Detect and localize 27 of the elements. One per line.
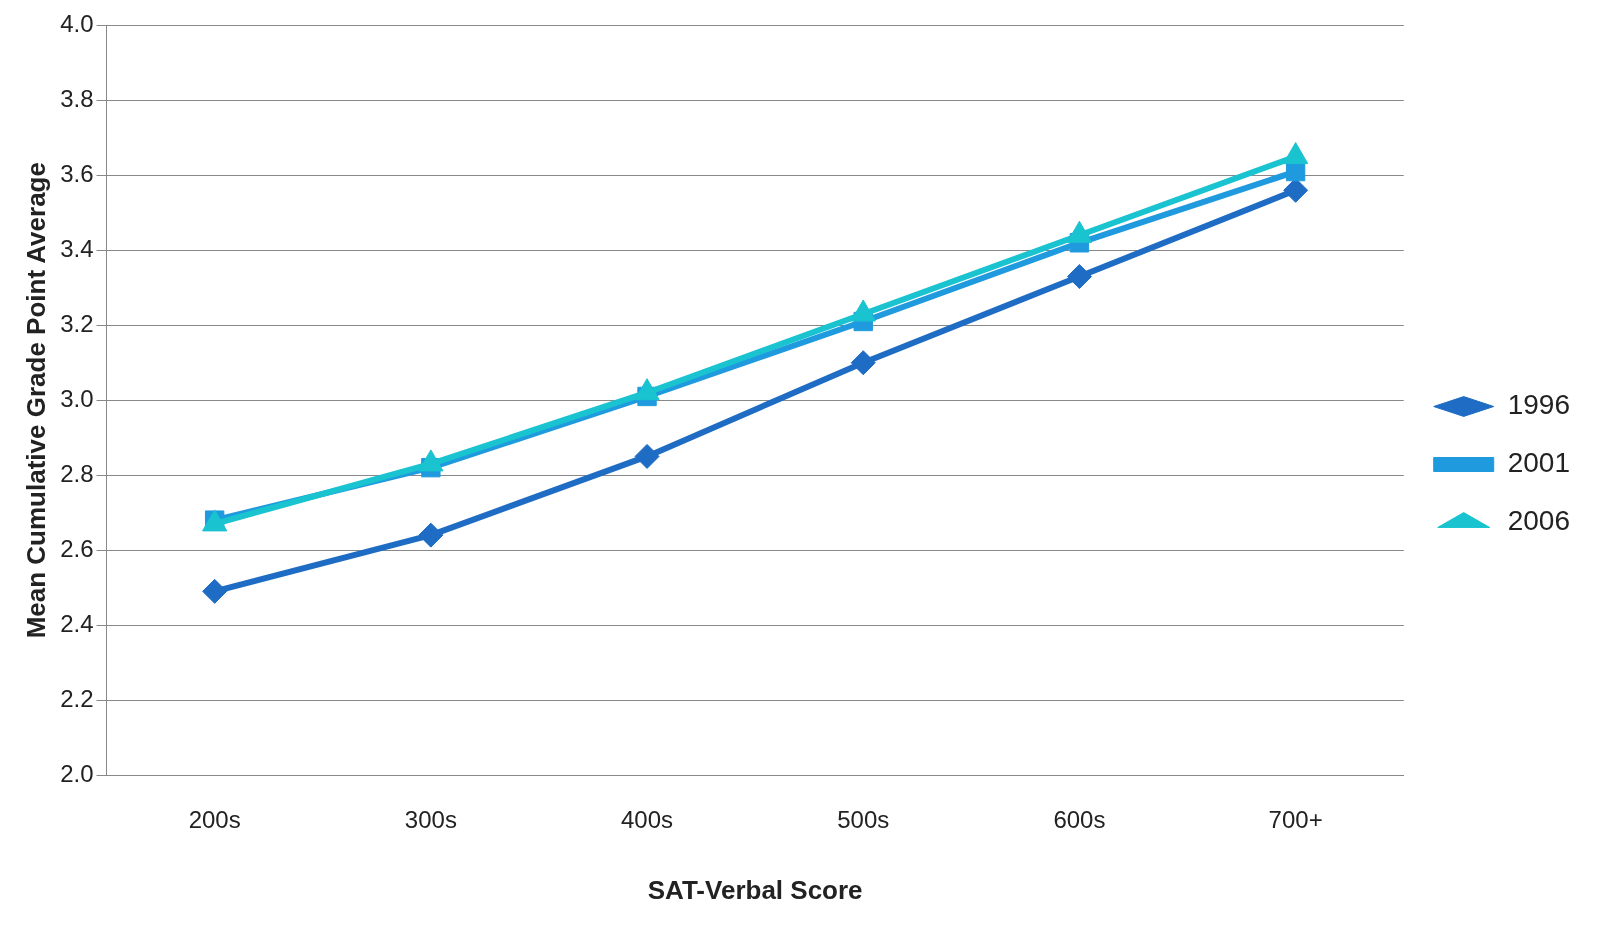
y-tick-label: 3.8 [60, 84, 94, 112]
x-tick-label: 600s [1053, 806, 1106, 834]
y-tick-label: 2.8 [60, 459, 94, 487]
y-tick-label: 2.4 [60, 609, 94, 637]
y-tick-label: 3.4 [60, 234, 94, 262]
x-tick-label: 700+ [1268, 806, 1323, 834]
x-tick-label: 200s [188, 806, 241, 834]
point [202, 578, 228, 604]
y-tick-label: 4.0 [60, 10, 94, 38]
y-tick-label: 2.6 [60, 534, 94, 562]
legend-label: 2001 [1507, 447, 1571, 479]
x-tick-label: 400s [621, 806, 674, 834]
y-tick-label: 2.0 [60, 759, 94, 787]
x-axis-title: SAT-Verbal Score [647, 874, 863, 905]
x-tick-label: 300s [404, 806, 457, 834]
point [418, 522, 444, 548]
point [1066, 264, 1092, 290]
x-tick-label: 500s [837, 806, 890, 834]
y-tick-label: 3.2 [60, 309, 94, 337]
point [850, 350, 876, 376]
legend-label: 2006 [1507, 505, 1571, 537]
y-tick-label: 3.6 [60, 159, 94, 187]
y-tick-label: 2.2 [60, 684, 94, 712]
y-tick-label: 3.0 [60, 384, 94, 412]
y-axis-title: Mean Cumulative Grade Point Average [20, 162, 51, 639]
legend-label: 1996 [1507, 389, 1571, 421]
point [634, 443, 660, 469]
